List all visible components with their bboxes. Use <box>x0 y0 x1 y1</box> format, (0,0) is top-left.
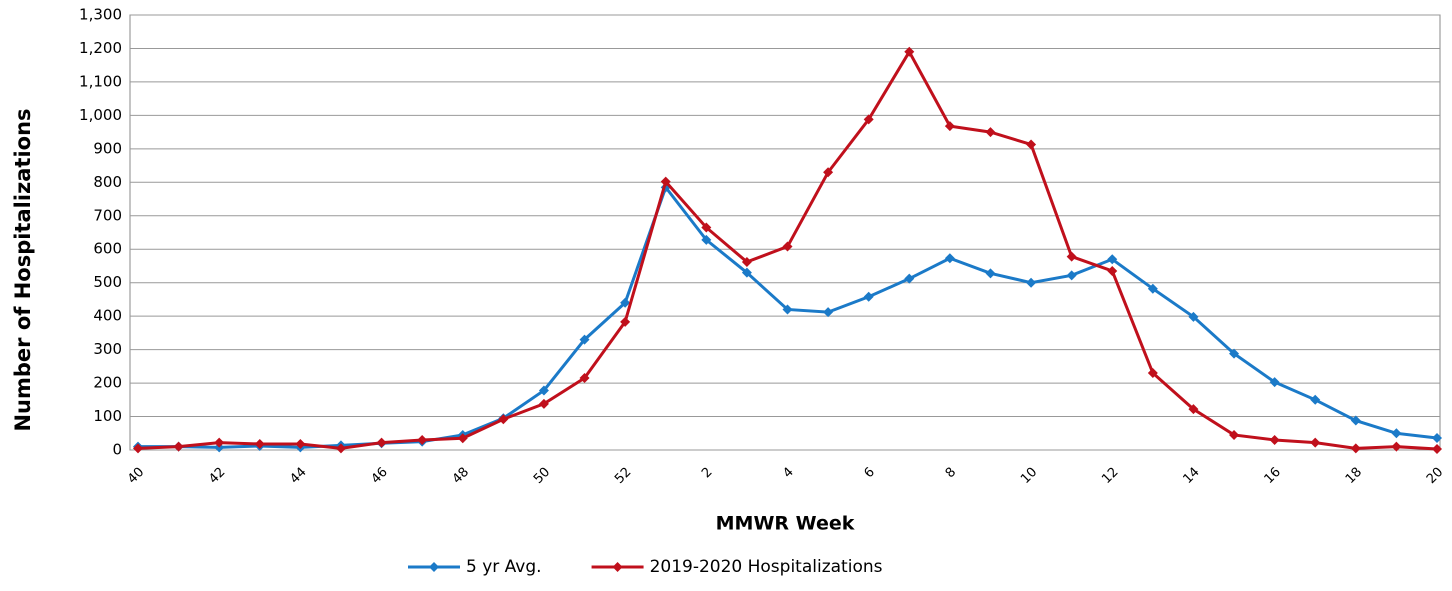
point-marker <box>660 176 671 187</box>
x-tick-label: 40 <box>125 465 147 487</box>
x-tick-label: 18 <box>1343 465 1365 487</box>
point-marker <box>904 273 915 284</box>
x-axis-label: MMWR Week <box>716 513 855 535</box>
point-marker <box>1147 368 1158 379</box>
x-tick-label: 50 <box>531 465 553 487</box>
series-line <box>138 184 1438 449</box>
y-tick-label: 1,100 <box>79 72 122 90</box>
point-marker <box>1066 251 1077 262</box>
x-tick-label: 52 <box>612 465 634 487</box>
x-tick-label: 44 <box>287 465 309 487</box>
legend-label: 5 yr Avg. <box>466 557 542 577</box>
point-marker <box>1188 404 1199 415</box>
y-tick-label: 100 <box>93 407 122 425</box>
point-marker <box>985 127 996 138</box>
x-tick-label: 10 <box>1018 465 1040 487</box>
x-tick-label: 16 <box>1262 465 1284 487</box>
point-marker <box>1269 434 1280 445</box>
y-tick-label: 1,200 <box>79 39 122 57</box>
point-marker <box>1107 254 1118 265</box>
y-tick-label: 900 <box>93 139 122 157</box>
y-tick-label: 1,000 <box>79 106 122 124</box>
point-marker <box>254 438 265 449</box>
point-marker <box>538 398 549 409</box>
x-tick-label: 42 <box>206 465 228 487</box>
point-marker <box>1310 437 1321 448</box>
x-tick-label: 14 <box>1180 465 1202 487</box>
point-marker <box>1269 377 1280 388</box>
y-tick-label: 200 <box>93 374 122 392</box>
point-marker <box>904 46 915 57</box>
point-marker <box>1026 139 1037 150</box>
point-marker <box>1350 443 1361 454</box>
point-marker <box>741 256 752 267</box>
x-tick-label: 8 <box>943 465 959 481</box>
point-marker <box>1188 311 1199 322</box>
point-marker <box>620 316 631 327</box>
point-marker <box>863 114 874 125</box>
point-marker <box>823 307 834 318</box>
y-tick-label: 1,300 <box>79 6 122 24</box>
point-marker <box>1350 415 1361 426</box>
y-tick-label: 0 <box>112 441 122 459</box>
point-marker <box>741 267 752 278</box>
legend-label: 2019-2020 Hospitalizations <box>650 557 883 577</box>
x-tick-label: 48 <box>450 465 472 487</box>
legend-marker <box>612 562 623 572</box>
point-marker <box>295 438 306 449</box>
y-tick-label: 600 <box>93 240 122 258</box>
point-marker <box>457 433 468 444</box>
point-marker <box>376 437 387 448</box>
point-marker <box>579 373 590 384</box>
point-marker <box>498 414 509 425</box>
y-tick-label: 400 <box>93 307 122 325</box>
point-marker <box>823 167 834 178</box>
y-tick-label: 300 <box>93 340 122 358</box>
point-marker <box>1066 270 1077 281</box>
point-marker <box>538 385 549 396</box>
x-tick-label: 20 <box>1424 465 1446 487</box>
point-marker <box>579 334 590 345</box>
point-marker <box>1229 348 1240 359</box>
x-tick-label: 6 <box>862 465 878 481</box>
point-marker <box>782 304 793 315</box>
point-marker <box>944 121 955 132</box>
point-marker <box>1391 441 1402 452</box>
y-tick-label: 700 <box>93 206 122 224</box>
point-marker <box>1107 265 1118 276</box>
x-tick-label: 12 <box>1099 465 1121 487</box>
point-marker <box>701 234 712 245</box>
point-marker <box>1147 283 1158 294</box>
point-marker <box>944 253 955 264</box>
y-tick-label: 500 <box>93 273 122 291</box>
point-marker <box>1432 443 1442 454</box>
point-marker <box>1229 429 1240 440</box>
x-tick-label: 46 <box>369 465 391 487</box>
point-marker <box>863 291 874 302</box>
legend-marker <box>429 562 439 572</box>
point-marker <box>782 241 793 252</box>
x-tick-label: 4 <box>780 465 796 481</box>
point-marker <box>214 437 225 448</box>
point-marker <box>1026 277 1037 288</box>
plot-frame <box>129 14 1441 451</box>
point-marker <box>417 434 428 445</box>
point-marker <box>1310 394 1321 405</box>
y-axis-label: Number of Hospitalizations <box>11 108 35 431</box>
point-marker <box>701 222 712 233</box>
point-marker <box>173 441 184 452</box>
point-marker <box>620 297 631 308</box>
point-marker <box>133 443 143 454</box>
y-tick-label: 800 <box>93 173 122 191</box>
point-marker <box>985 268 996 279</box>
point-marker <box>1432 432 1442 443</box>
point-marker <box>1391 428 1402 439</box>
x-tick-label: 2 <box>699 465 715 481</box>
point-marker <box>335 443 346 454</box>
